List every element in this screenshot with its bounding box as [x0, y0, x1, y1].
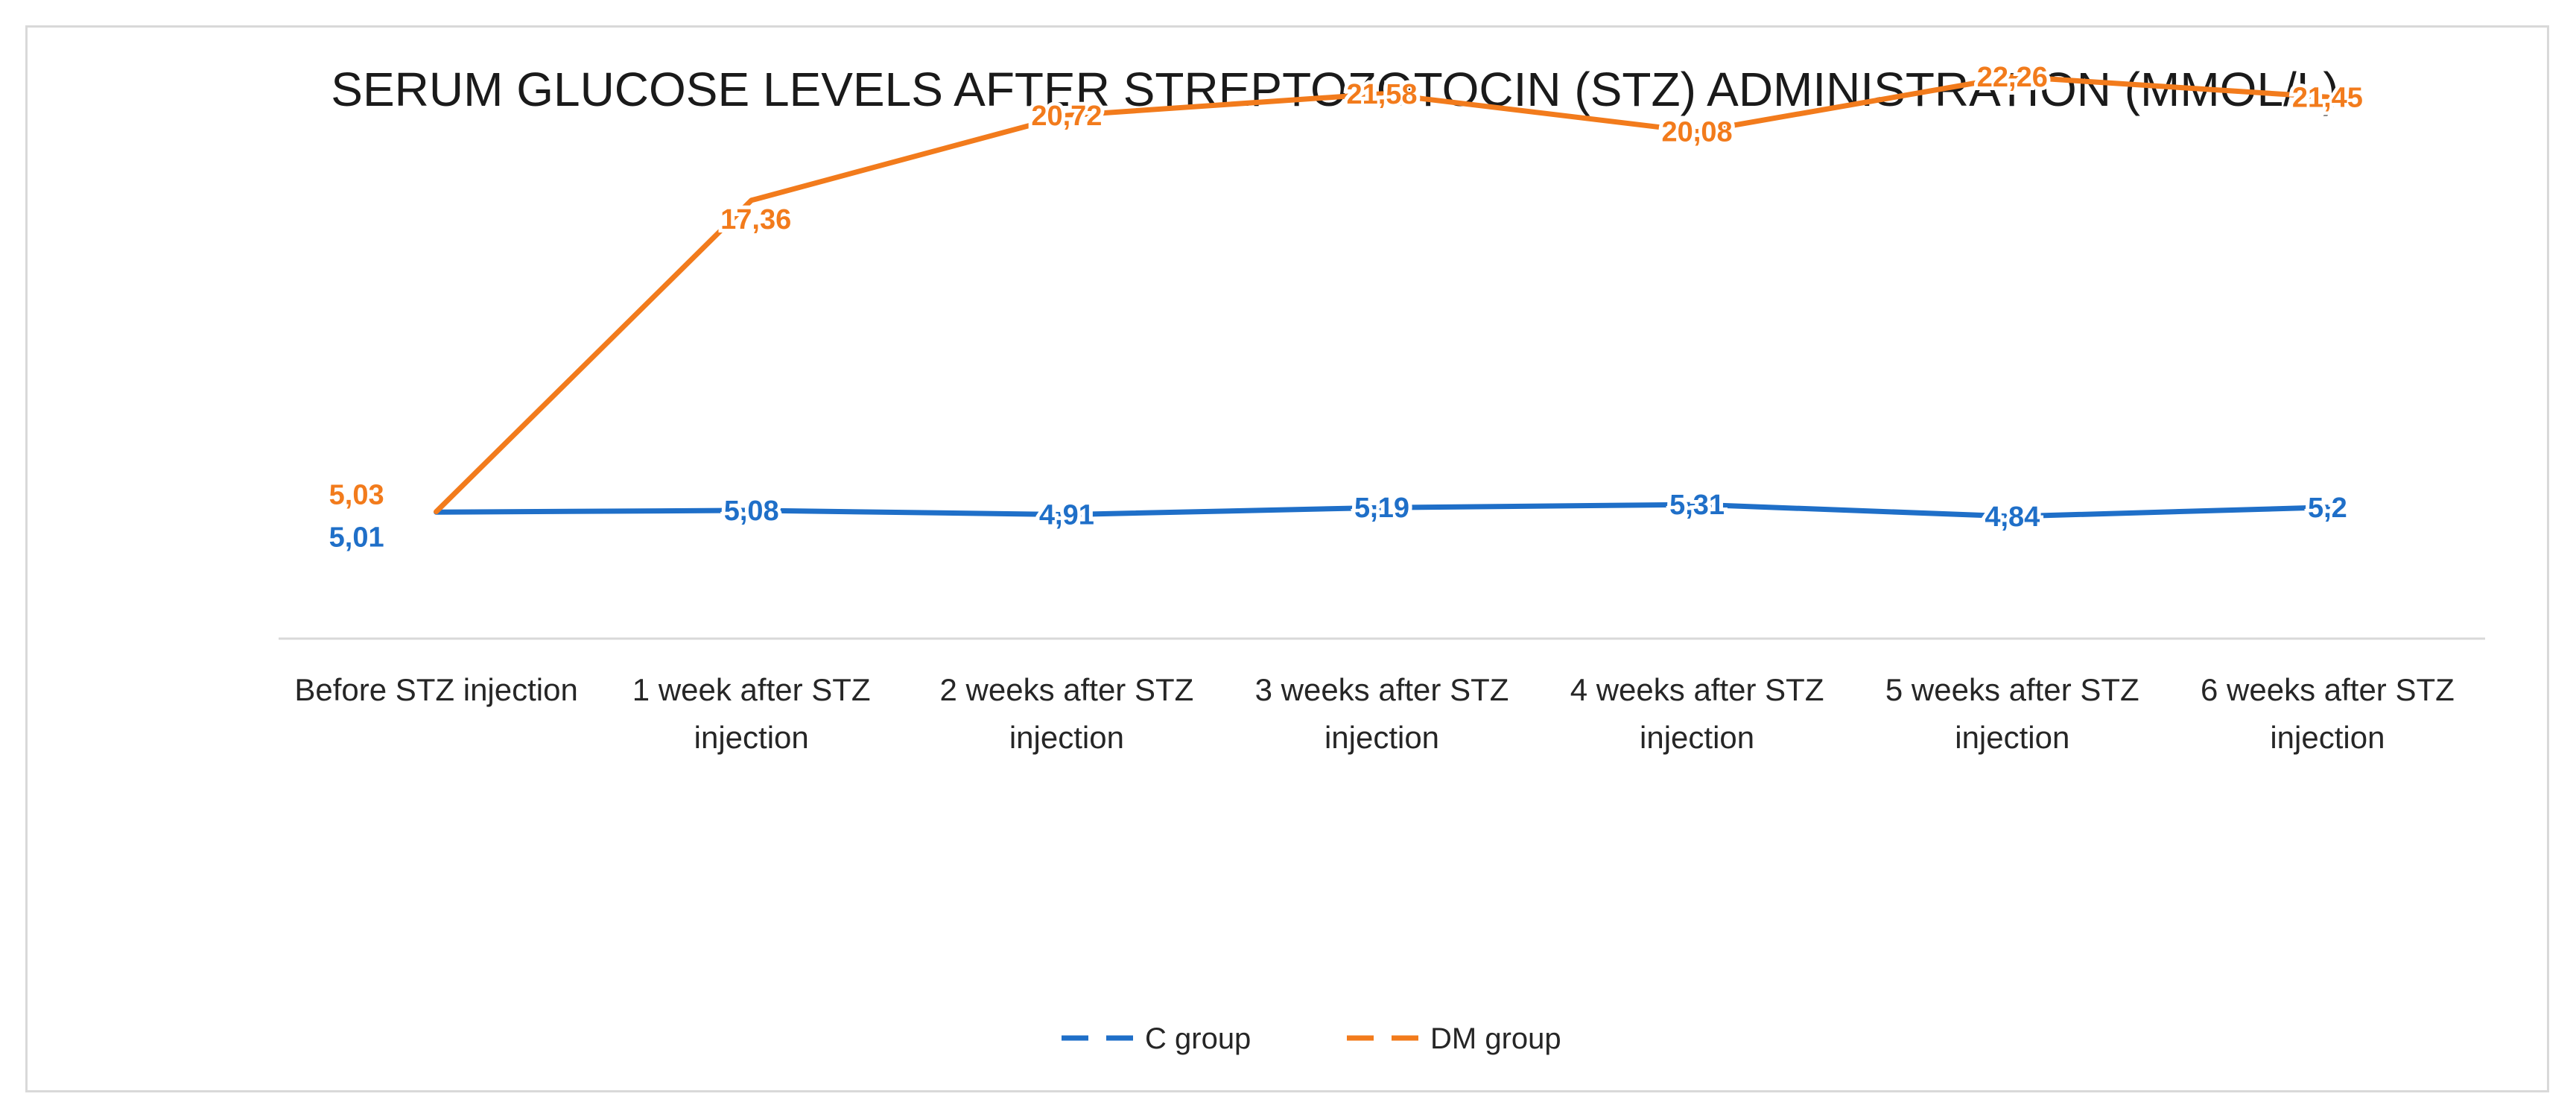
x-tick-label: Before STZ injection — [294, 672, 578, 707]
chart-title: SERUM GLUCOSE LEVELS AFTER STREPTOZOTOCI… — [331, 63, 2338, 116]
data-label: 20,08 — [1662, 117, 1733, 148]
data-label: 5,03 — [329, 480, 384, 511]
x-tick-label: 2 weeks after STZ injection — [940, 672, 1194, 755]
chart-frame — [25, 25, 2549, 1092]
data-label: 4,91 — [1039, 500, 1094, 531]
x-tick-label: 1 week after STZ injection — [632, 672, 871, 755]
data-label: 5,08 — [724, 496, 779, 527]
series-layer — [434, 74, 2330, 519]
data-label: 17,36 — [720, 204, 791, 235]
x-tick-labels: Before STZ injection 1 week after STZ inje… — [294, 672, 2454, 755]
legend: C group DM group — [1062, 1022, 1561, 1055]
data-label: 5,01 — [329, 522, 384, 553]
series-line-dm-group — [434, 74, 2330, 515]
x-tick-label: 3 weeks after STZ injection — [1255, 672, 1509, 755]
legend-label-c-group: C group — [1145, 1022, 1251, 1055]
x-tick-label: 6 weeks after STZ injection — [2201, 672, 2455, 755]
data-label: 4,84 — [1985, 502, 2040, 533]
data-label: 5,31 — [1669, 490, 1725, 521]
data-label: 20,72 — [1031, 101, 1102, 132]
legend-label-dm-group: DM group — [1430, 1022, 1561, 1055]
data-label: 22,26 — [1977, 62, 2048, 93]
data-label: 21,58 — [1346, 79, 1417, 110]
data-label-layer: 5,01 5,08 4,91 5,19 5,31 4,84 5,2 5,03 17,36 20,7… — [326, 58, 2367, 557]
x-tick-label: 4 weeks after STZ injection — [1570, 672, 1824, 755]
series-line-c-group — [434, 502, 2330, 519]
data-label: 21,45 — [2292, 82, 2363, 113]
data-label: 5,19 — [1354, 493, 1409, 524]
x-tick-label: 5 weeks after STZ injection — [1885, 672, 2139, 755]
data-label: 5,2 — [2308, 493, 2347, 524]
